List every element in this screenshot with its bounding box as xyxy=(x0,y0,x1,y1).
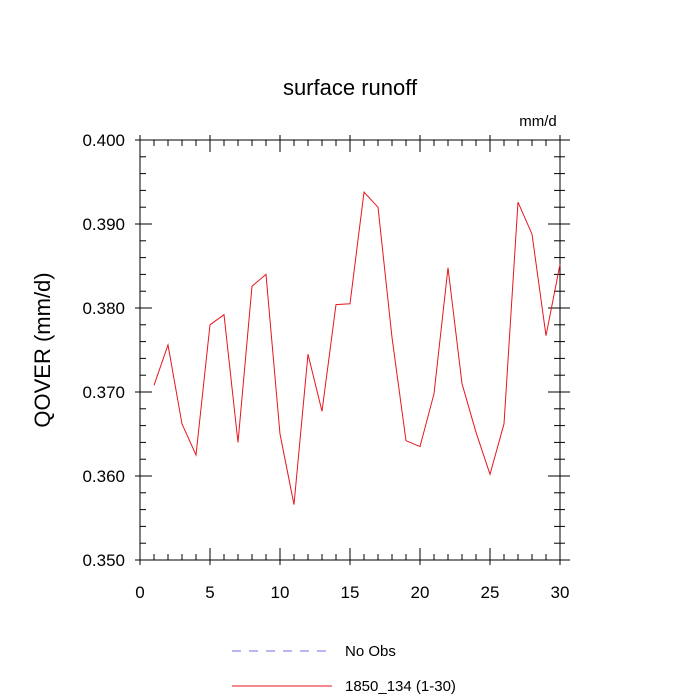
legend: No Obs 1850_134 (1-30) xyxy=(232,643,456,695)
x-tick-label: 20 xyxy=(411,583,430,602)
legend-label: No Obs xyxy=(345,643,396,660)
y-tick-label: 0.350 xyxy=(82,551,125,570)
units-label: mm/d xyxy=(519,113,557,130)
x-tick-label: 15 xyxy=(341,583,360,602)
x-tick-label: 5 xyxy=(205,583,214,602)
y-tick-label: 0.390 xyxy=(82,215,125,234)
data-series xyxy=(153,190,561,505)
y-tick-label: 0.370 xyxy=(82,383,125,402)
plot-frame xyxy=(139,139,561,561)
legend-label: 1850_134 (1-30) xyxy=(345,678,456,695)
axis-ticks xyxy=(135,135,570,565)
y-tick-label: 0.380 xyxy=(82,299,125,318)
y-axis-label: QOVER (mm/d) xyxy=(30,272,55,427)
series-line xyxy=(153,190,561,505)
x-tick-label: 25 xyxy=(481,583,500,602)
x-tick-label: 0 xyxy=(135,583,144,602)
y-tick-label: 0.400 xyxy=(82,131,125,150)
x-tick-label: 30 xyxy=(551,583,570,602)
chart-title: surface runoff xyxy=(283,75,418,100)
y-tick-label: 0.360 xyxy=(82,467,125,486)
x-tick-label: 10 xyxy=(271,583,290,602)
tick-labels: 0 5 10 15 20 25 30 0.350 0.360 0.370 0.380 0.390 0.4… xyxy=(82,131,569,602)
